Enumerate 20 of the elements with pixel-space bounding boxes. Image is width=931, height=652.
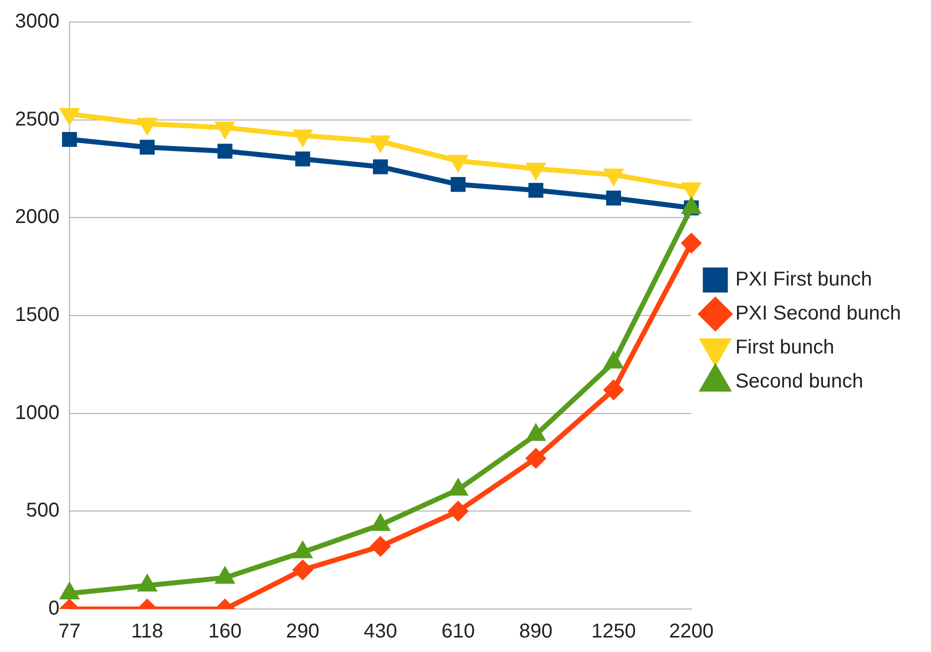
legend-label: First bunch: [735, 336, 834, 359]
y-tick-label: 3000: [14, 10, 60, 33]
y-tick-label: 2000: [14, 206, 60, 228]
x-tick-label: 610: [441, 620, 475, 643]
x-tick-label: 430: [364, 620, 398, 643]
x-tick-label: 118: [131, 620, 164, 643]
legend-label: Second bunch: [735, 370, 864, 393]
legend-label: PXI Second bunch: [735, 302, 902, 325]
x-tick-label: 160: [208, 620, 242, 643]
y-tick-label: 0: [48, 598, 60, 620]
x-tick-label: 2200: [669, 620, 714, 643]
y-tick-label: 2500: [14, 108, 60, 130]
x-tick-label: 890: [519, 620, 553, 643]
y-tick-label: 1500: [14, 304, 60, 326]
x-tick-label: 77: [58, 620, 81, 643]
x-tick-label: 1250: [591, 620, 636, 643]
y-tick-label: 500: [26, 500, 60, 522]
legend-label: PXI First bunch: [735, 268, 872, 291]
y-tick-label: 1000: [14, 402, 60, 424]
x-tick-label: 290: [286, 620, 320, 643]
